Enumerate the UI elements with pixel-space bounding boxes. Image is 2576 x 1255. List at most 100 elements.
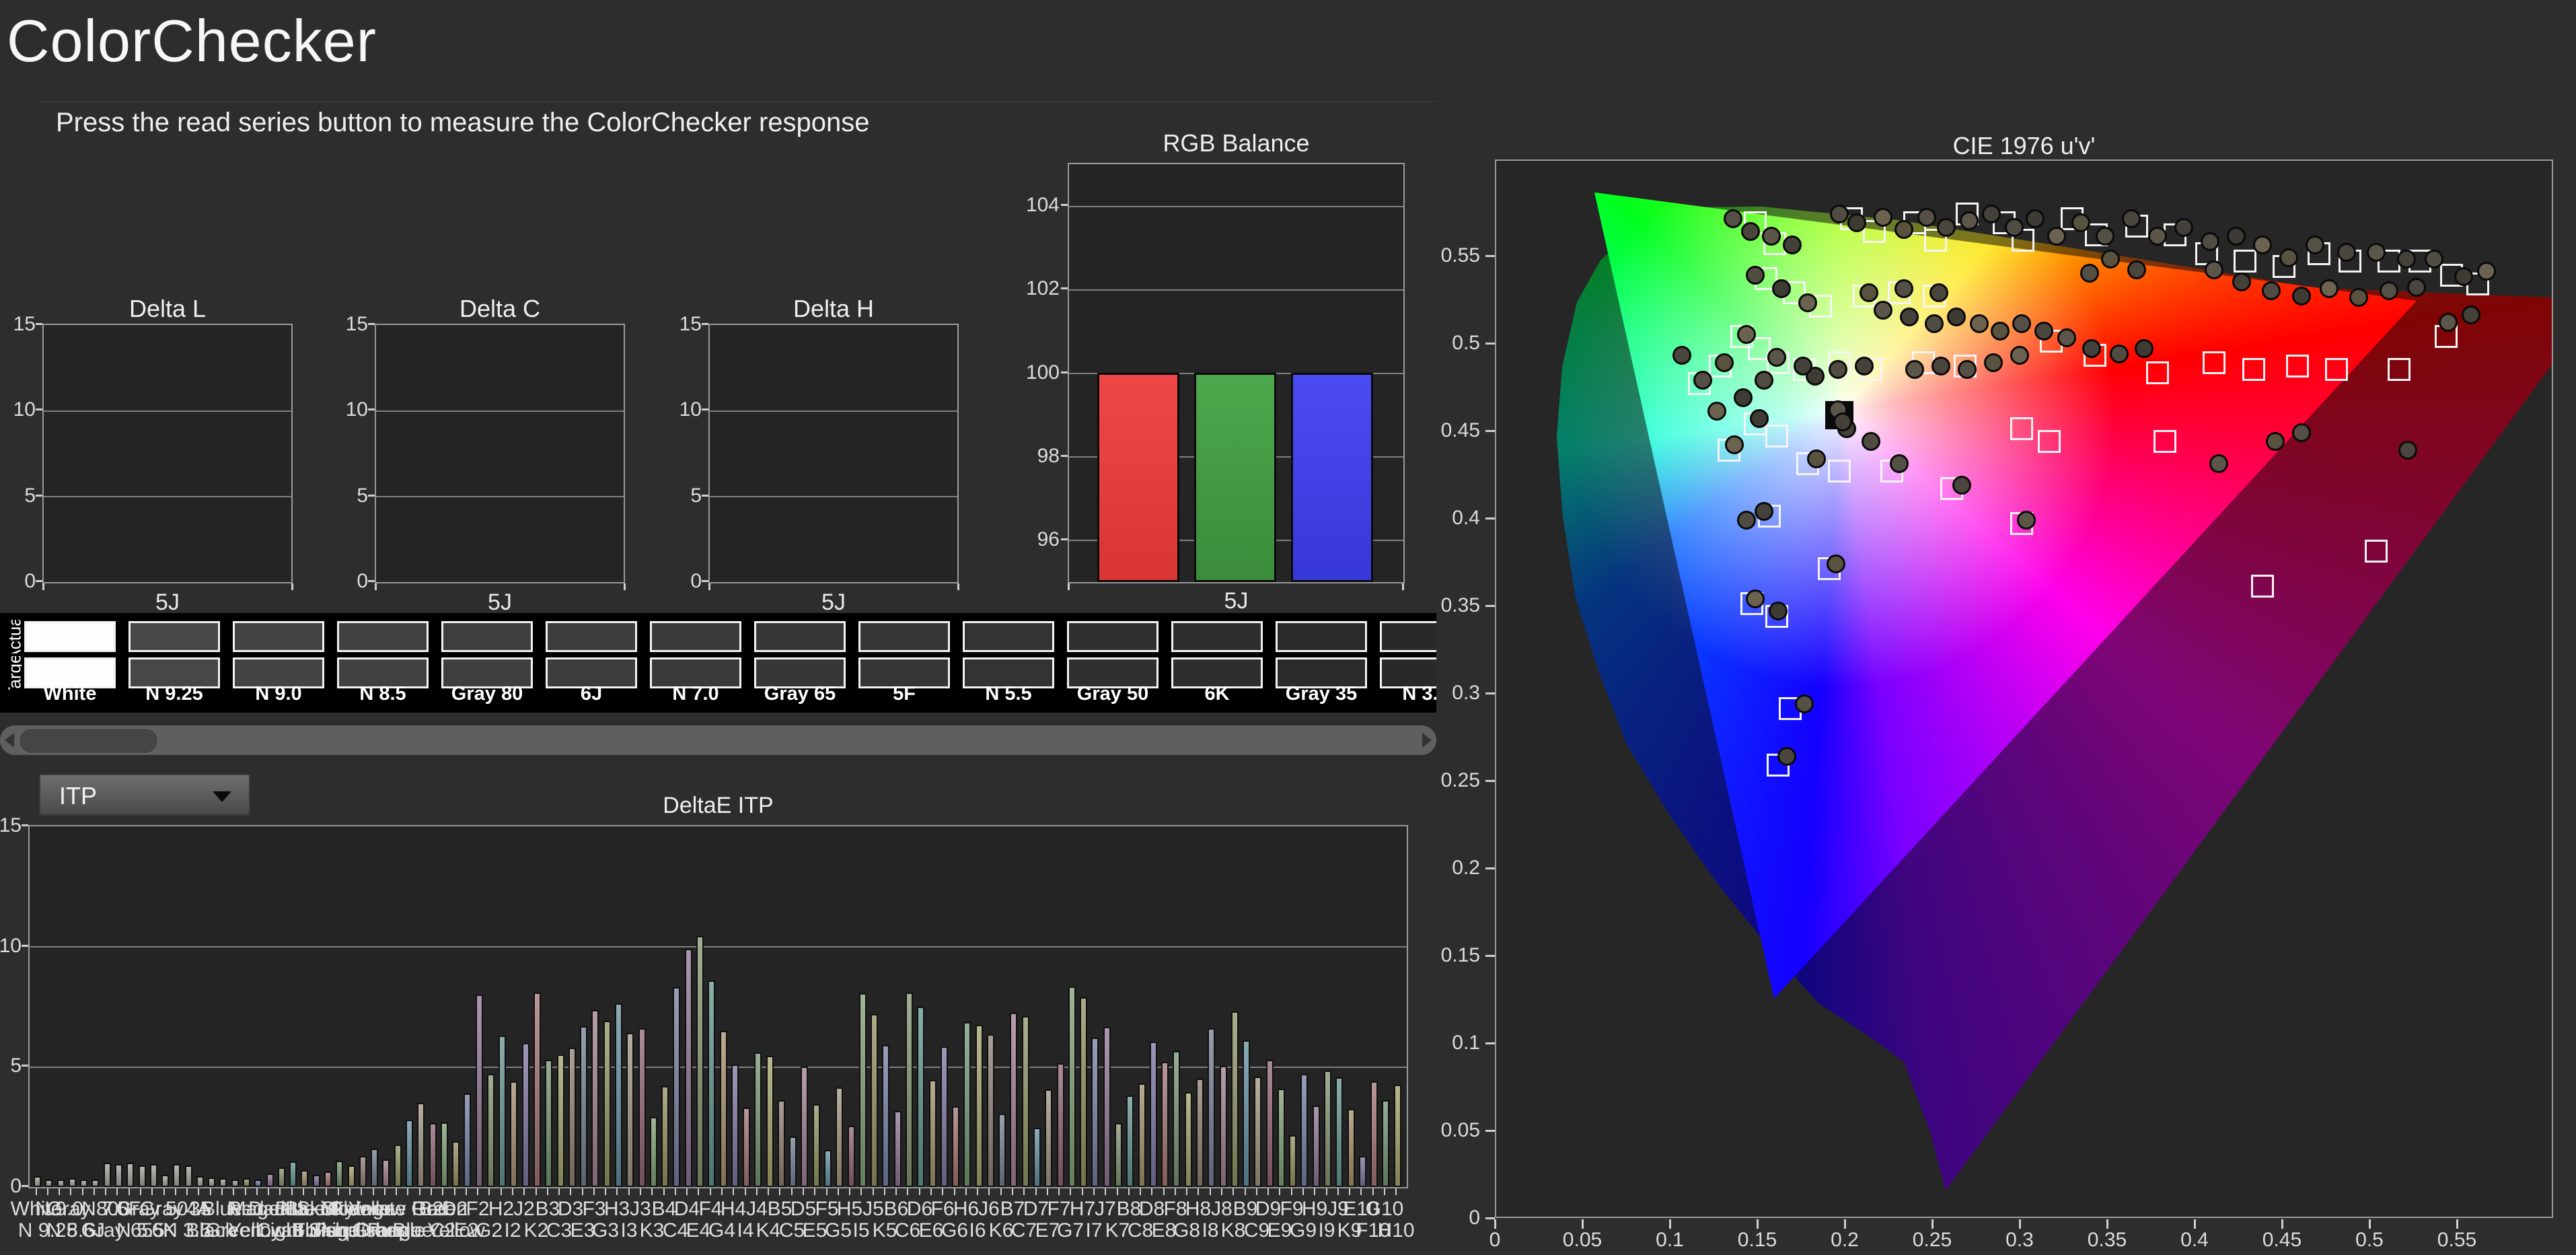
y-tick-mark [1061,287,1068,289]
y-tick-mark [702,408,708,410]
scroll-left-icon[interactable] [5,733,14,748]
cie-measured-dot [1807,450,1826,468]
y-tick-label: 96 [979,528,1060,551]
x-tick-mark [245,1188,246,1195]
deltae-bar [998,1114,1006,1187]
x-tick-mark [1372,1188,1374,1195]
swatch-actual-Gray 35[interactable] [1276,621,1367,652]
x-tick-mark [70,1188,71,1195]
x-tick-mark [82,1188,83,1195]
cie-x-tick-mark [1931,1219,1934,1229]
deltae-bar [115,1164,122,1187]
gridline [30,1067,1407,1068]
gridline [44,496,291,497]
deltae-x-label: G8 [1173,1219,1200,1242]
deltae-bar [34,1176,41,1187]
y-tick-mark [1061,204,1068,206]
deltae-x-label: B7 [1000,1198,1025,1221]
x-tick-mark [303,1188,304,1195]
cie-x-tick-label: 0.05 [1542,1229,1623,1252]
deltae-bar [173,1164,180,1187]
cie-1976-diagram: RGB Triplet: 58, 58, 58 [1495,159,2553,1218]
cie-y-tick-mark [1485,1217,1495,1219]
x-tick-mark [279,1188,281,1195]
cie-x-tick-mark [2456,1219,2458,1229]
deltae-x-label: C6 [895,1219,920,1242]
x-tick-mark [384,1188,385,1195]
swatch-actual-N 3.5[interactable] [1380,621,1436,652]
cie-measured-dot [2292,423,2311,442]
swatch-actual-5F[interactable] [858,621,950,652]
deltae-x-label: E3 [571,1219,595,1242]
y-tick-label: 100 [979,361,1060,384]
cie-y-tick-mark [1485,1130,1495,1132]
cie-measured-dot [2462,306,2480,324]
cie-x-tick-label: 0.2 [1804,1229,1885,1252]
deltae-bar [1068,987,1076,1187]
swatch-actual-N 9.25[interactable] [128,621,220,652]
x-tick-mark [675,1188,676,1195]
y-tick-label: 104 [979,194,1060,217]
cie-measured-dot [1874,301,1892,320]
cie-measured-dot [1829,360,1847,379]
swatch-actual-Gray 50[interactable] [1067,621,1158,652]
cie-measured-dot [2380,281,2398,300]
swatch-actual-N 7.0[interactable] [650,621,741,652]
swatch-actual-6K[interactable] [1171,621,1263,652]
deltae-bar [941,1046,948,1187]
swatch-label: N 5.5 [963,683,1054,705]
delta-l-xlabel: 5J [42,589,293,616]
page-title: ColorChecker [7,7,377,75]
x-tick-mark [826,1188,827,1195]
deltae-x-label: J2 [513,1198,535,1221]
deltae-bar [859,993,867,1187]
cie-measured-dot [1982,205,2001,223]
cie-measured-dot [2292,287,2311,306]
cie-target-square [2251,575,2274,598]
gridline [30,946,1407,947]
deltae-bar [976,1025,983,1187]
deltae-bar [1196,1079,1204,1187]
scrollbar-thumb[interactable] [19,728,158,754]
cie-measured-dot [2439,313,2458,332]
x-tick-mark [128,1188,130,1195]
y-tick-label: 0 [287,570,368,593]
x-tick-mark [663,1188,665,1195]
deltae-bar [848,1126,855,1187]
deltae-bar [650,1117,657,1187]
deltae-bar [917,1007,924,1187]
cie-y-tick-mark [1485,430,1495,432]
divider [40,101,1436,102]
deltae-bar [126,1163,134,1187]
x-tick-mark [1105,1188,1106,1195]
deltae-x-label: K7 [1105,1219,1130,1242]
deltae-bar [626,1033,634,1187]
swatch-actual-White[interactable] [24,621,116,652]
x-tick-mark [1163,1188,1165,1195]
gridline [376,496,624,497]
swatch-actual-Gray 65[interactable] [754,621,846,652]
gridline [1069,289,1403,291]
cie-measured-dot [2012,314,2031,333]
cie-x-tick-label: 0.15 [1717,1229,1798,1252]
cie-measured-dot [1958,360,1977,379]
deltae-x-label: B4 [652,1198,677,1221]
y-tick-mark [368,495,375,497]
deltae-bar [824,1150,832,1187]
horizontal-scrollbar[interactable] [0,725,1436,755]
swatch-actual-N 9.0[interactable] [233,621,324,652]
cie-y-tick-label: 0.5 [1383,332,1480,355]
cie-x-tick-label: 0 [1455,1229,1535,1252]
cie-y-tick-label: 0.45 [1383,419,1480,442]
deltae-bar [789,1137,797,1187]
x-tick-mark [768,1188,769,1195]
swatch-actual-N 5.5[interactable] [963,621,1054,652]
scroll-right-icon[interactable] [1422,733,1432,748]
swatch-actual-Gray 80[interactable] [441,621,533,652]
x-tick-mark [1337,1188,1339,1195]
swatch-actual-N 8.5[interactable] [337,621,429,652]
deltae-bar [104,1163,111,1187]
deltae-x-label: G4 [708,1219,735,1242]
swatch-actual-6J[interactable] [546,621,637,652]
deltae-bar [382,1159,390,1187]
